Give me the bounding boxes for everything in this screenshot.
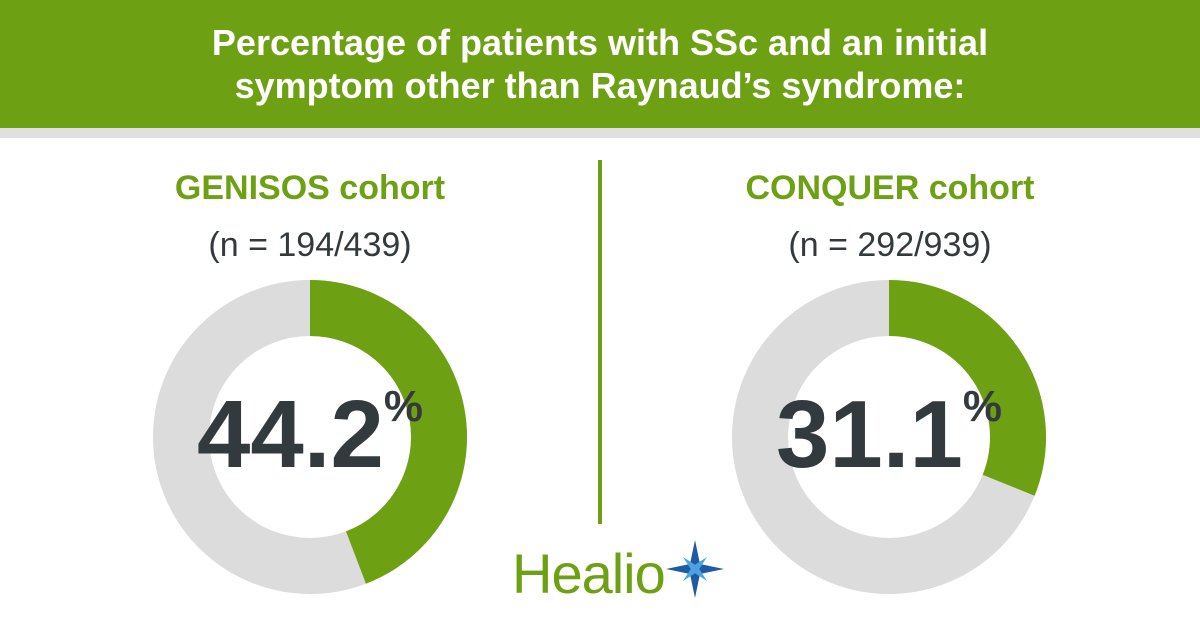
header-title-line-1: Percentage of patients with SSc and an i… (211, 22, 989, 63)
genisos-cohort-title: GENISOS cohort (174, 169, 446, 207)
header-banner: Percentage of patients with SSc and an i… (0, 0, 1200, 128)
conquer-cohort-title: CONQUER cohort (745, 169, 1035, 207)
conquer-donut-chart: 31.1% (732, 280, 1046, 594)
conquer-donut-value-arc (888, 280, 1046, 496)
conquer-percentage-value: 31.1 (776, 381, 963, 488)
genisos-cohort-n: (n = 194/439) (208, 226, 412, 264)
genisos-donut-value-arc (309, 280, 467, 584)
center-divider (598, 160, 602, 524)
genisos-donut-chart: 44.2% (153, 280, 467, 594)
genisos-percent-sign: % (384, 382, 423, 431)
healio-logo-text: Healio (512, 542, 666, 605)
healio-logo[interactable]: Healio (512, 538, 732, 610)
header-divider (0, 128, 1200, 138)
genisos-percentage-value: 44.2 (197, 381, 384, 488)
conquer-percentage-label: 31.1% (776, 381, 1002, 488)
genisos-percentage-label: 44.2% (197, 381, 423, 488)
conquer-cohort-n: (n = 292/939) (788, 226, 992, 264)
header-title-line-2: symptom other than Raynaud’s syndrome: (234, 65, 966, 106)
conquer-percent-sign: % (963, 382, 1002, 431)
star-burst-icon (666, 540, 724, 598)
